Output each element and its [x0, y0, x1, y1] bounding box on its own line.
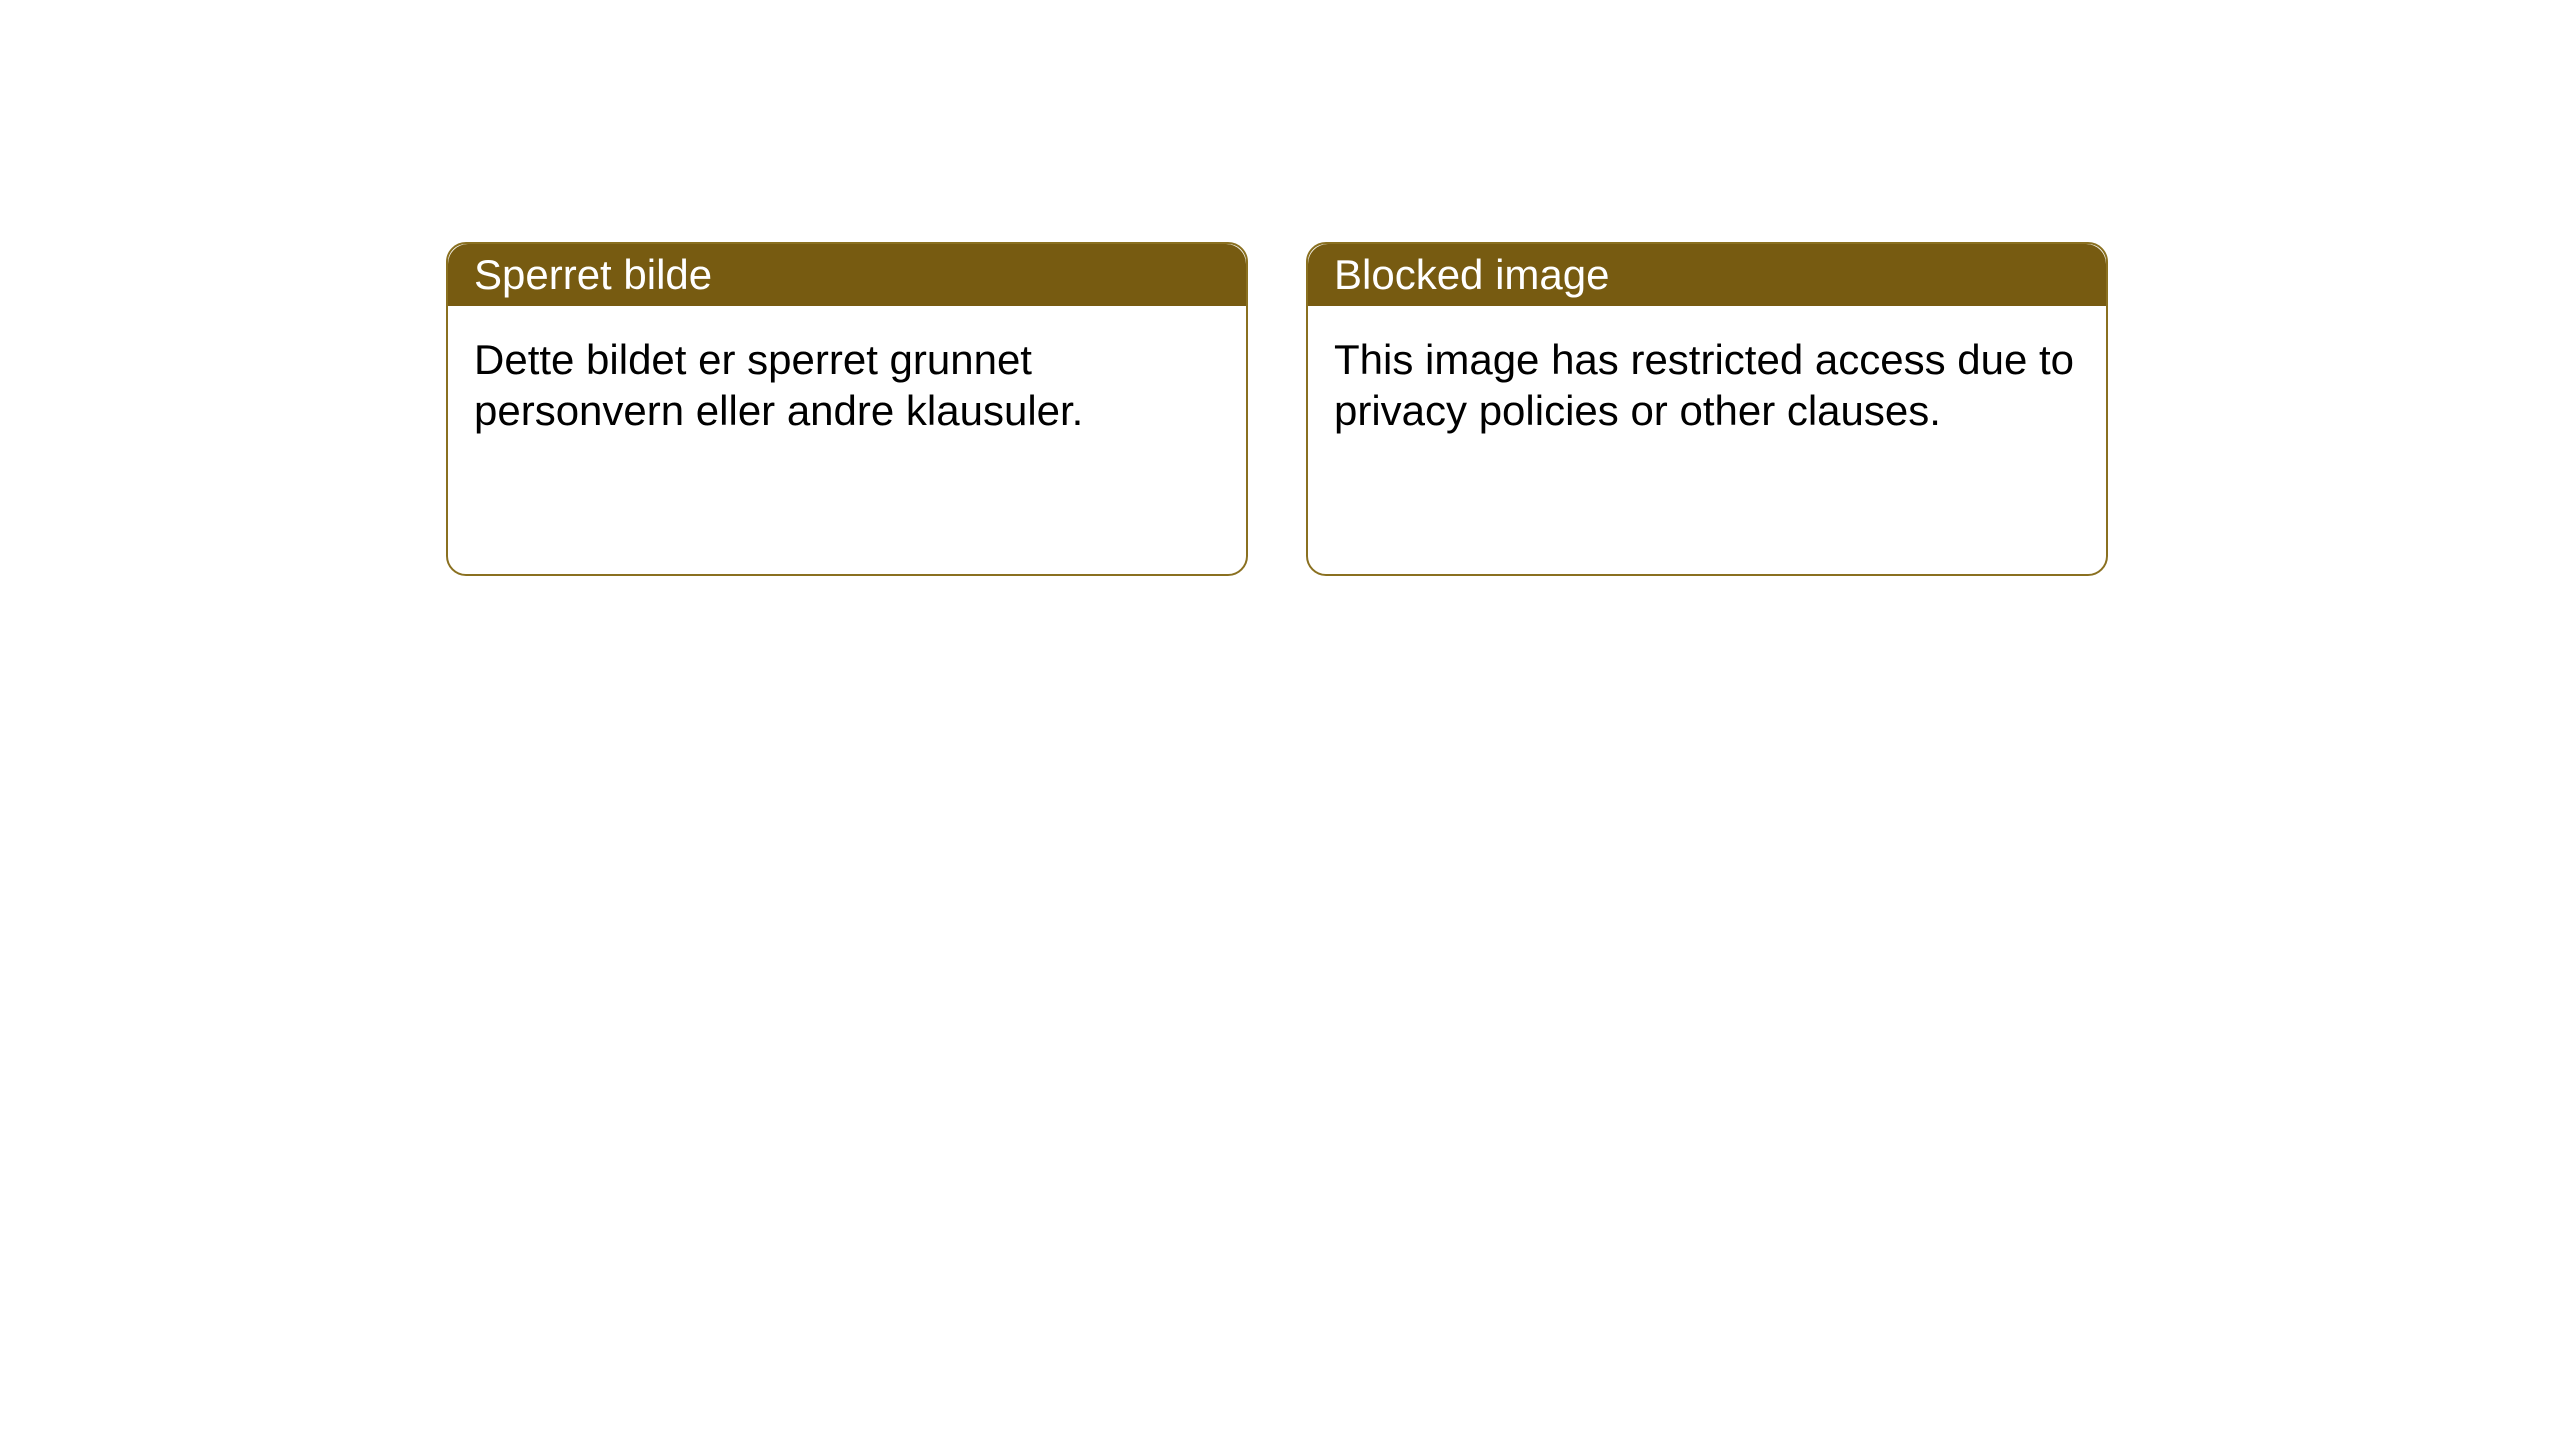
notice-card-en-body: This image has restricted access due to … — [1308, 306, 2106, 574]
notice-card-no-header: Sperret bilde — [448, 244, 1246, 306]
notice-card-no-body: Dette bildet er sperret grunnet personve… — [448, 306, 1246, 574]
notice-card-no: Sperret bilde Dette bildet er sperret gr… — [446, 242, 1248, 576]
notice-card-en: Blocked image This image has restricted … — [1306, 242, 2108, 576]
notice-cards-row: Sperret bilde Dette bildet er sperret gr… — [446, 242, 2108, 576]
notice-card-en-header: Blocked image — [1308, 244, 2106, 306]
